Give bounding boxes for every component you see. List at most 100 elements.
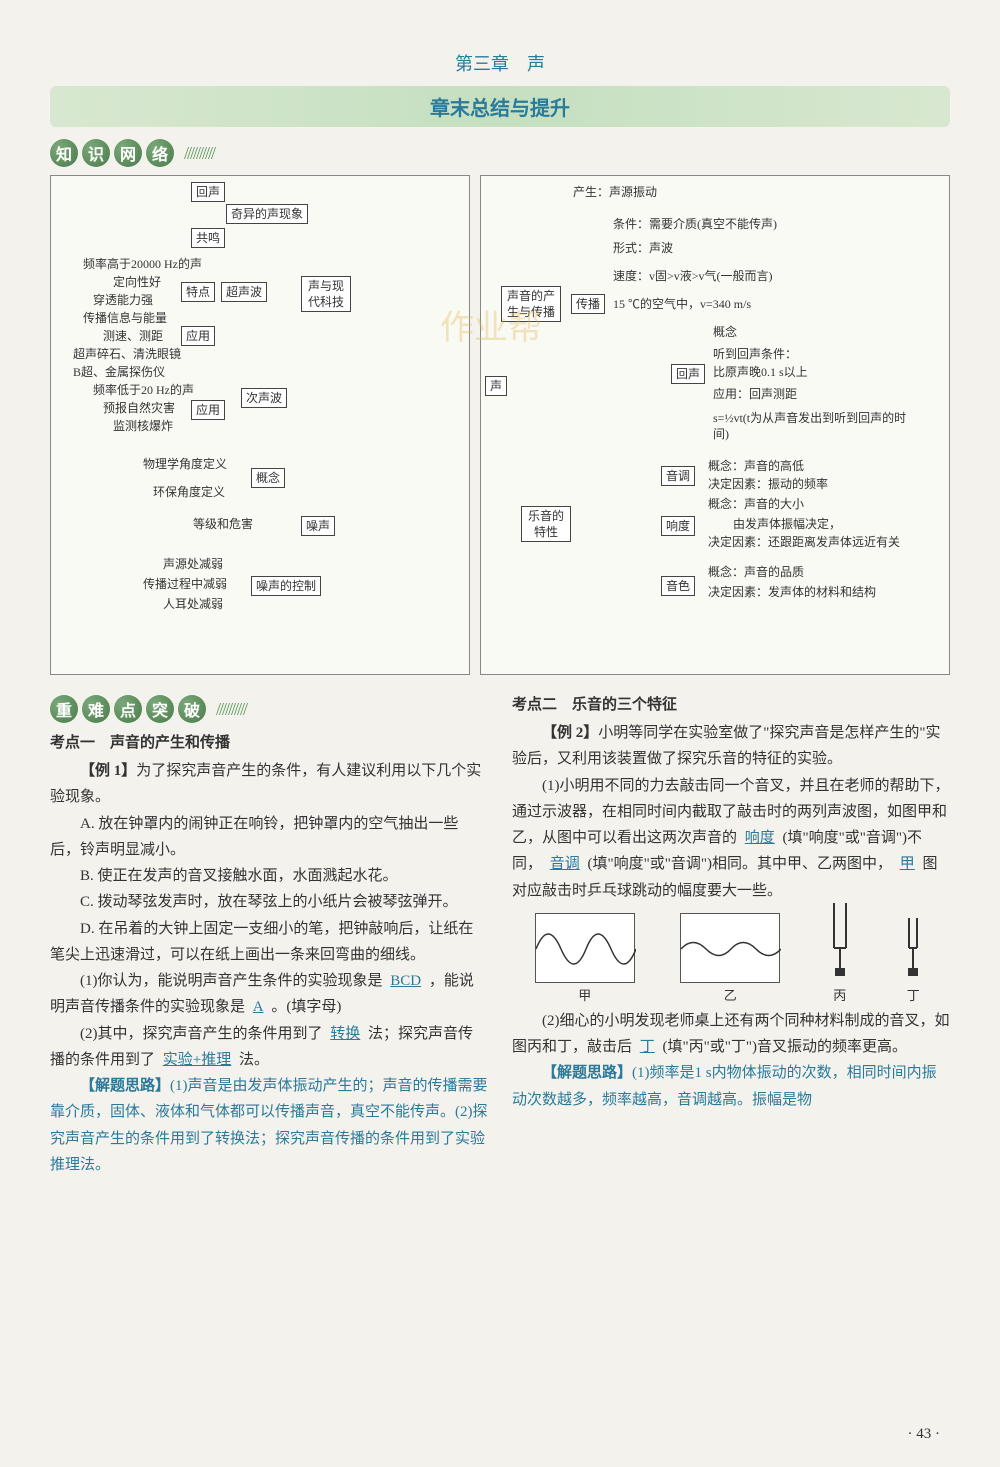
- wave-label-jia: 甲: [535, 985, 635, 1004]
- chapter-title: 章末总结与提升: [50, 86, 950, 127]
- example-1-label: 【例 1】: [80, 763, 136, 779]
- node-hsg: 概念: [711, 324, 739, 340]
- question-2: (2)其中，探究声音产生的条件用到了 转换 法；探究声音传播的条件用到了 实验+…: [50, 1021, 488, 1074]
- node-gn: 概念: [251, 468, 285, 488]
- node-ctnl: 穿透能力强: [91, 292, 155, 308]
- node-recjr: 人耳处减弱: [161, 596, 225, 612]
- option-b: B. 使正在发声的音叉接触水面，水面溅起水花。: [50, 863, 488, 889]
- hatching-icon: //////////: [216, 699, 246, 720]
- q2-pre: (2)其中，探究声音产生的条件用到了: [80, 1026, 323, 1042]
- node-hsyy: 应用：回声测距: [711, 386, 799, 402]
- node-yy1: 应用: [181, 326, 215, 346]
- hatching-icon: //////////: [184, 143, 214, 164]
- wave-label-yi: 乙: [680, 985, 780, 1004]
- node-ys: 音色: [661, 576, 695, 596]
- node-sxdkj: 声与现代科技: [301, 276, 351, 312]
- node-ysjd: 决定因素：发声体的材料和结构: [706, 584, 878, 600]
- node-ccb: 次声波: [241, 388, 287, 408]
- option-d: D. 在吊着的大钟上固定一支细小的笔，把钟敲响后，让纸在笔尖上迅速滑过，可以在纸…: [50, 916, 488, 969]
- wave-label-bing: 丙: [826, 985, 854, 1004]
- solution-2: 【解题思路】(1)频率是1 s内物体振动的次数，相同时间内振动次数越多，频率越高…: [512, 1060, 950, 1113]
- node-hst: 听到回声条件：: [711, 346, 799, 362]
- node-xd: 响度: [661, 516, 695, 536]
- node-xdjd2: 决定因素：还跟距离发声体远近有关: [706, 534, 902, 550]
- p2-post: (填"丙"或"丁")音叉振动的频率更高。: [663, 1039, 907, 1055]
- node-xdgn: 概念：声音的大小: [706, 496, 806, 512]
- node-jchbz: 监测核爆炸: [111, 418, 175, 434]
- q2-post: 法。: [239, 1052, 269, 1068]
- node-yytx: 乐音的特性: [521, 506, 571, 542]
- wave-jia-svg: [536, 914, 636, 984]
- right-column: 考点二 乐音的三个特征 【例 2】小明等同学在实验室做了"探究声音是怎样产生的"…: [512, 687, 950, 1178]
- node-echo: 回声: [191, 182, 225, 202]
- page-number: · 43 ·: [908, 1426, 941, 1443]
- node-cbgcjr: 传播过程中减弱: [141, 576, 229, 592]
- wave-label-ding: 丁: [899, 985, 927, 1004]
- p2-answer: 丁: [636, 1039, 659, 1055]
- node-djhwh: 等级和危害: [191, 516, 255, 532]
- right-concept-diagram: 产生：声源振动 条件：需要介质(真空不能传声) 形式：声波 速度：v固>v液>v…: [480, 175, 950, 675]
- node-svt: s=½vt(t为从声音发出到听到回声的时间): [711, 410, 911, 442]
- topic-2-title: 考点二 乐音的三个特征: [512, 693, 950, 714]
- option-a: A. 放在钟罩内的闹钟正在响铃，把钟罩内的空气抽出一些后，铃声明显减小。: [50, 811, 488, 864]
- q2-answer-1: 转换: [326, 1026, 364, 1042]
- solution-1: 【解题思路】(1)声音是由发声体振动产生的；声音的传播需要靠介质，固体、液体和气…: [50, 1073, 488, 1178]
- example-2-p2: (2)细心的小明发现老师桌上还有两个同种材料制成的音叉，如图丙和丁，敲击后 丁 …: [512, 1008, 950, 1061]
- node-ysgn: 概念：声音的品质: [706, 564, 806, 580]
- question-1: (1)你认为，能说明声音产生条件的实验现象是 BCD ，能说明声音传播条件的实验…: [50, 968, 488, 1021]
- node-td: 特点: [181, 282, 215, 302]
- q2-answer-2: 实验+推理: [159, 1052, 235, 1068]
- node-cb: 传播: [571, 294, 605, 314]
- node-hbjd: 环保角度定义: [151, 484, 227, 500]
- node-gongming: 共鸣: [191, 228, 225, 248]
- solution-1-label: 【解题思路】: [80, 1078, 170, 1094]
- solution-2-label: 【解题思路】: [542, 1065, 632, 1081]
- option-c: C. 拨动琴弦发声时，放在琴弦上的小纸片会被琴弦弹开。: [50, 889, 488, 915]
- fork-ding-container: 丁: [899, 898, 927, 1004]
- badge-char: 破: [178, 695, 206, 723]
- node-cbxy: 传播信息与能量: [81, 310, 169, 326]
- left-concept-diagram: 回声 奇异的声现象 共鸣 频率高于20000 Hz的声 定向性好 穿透能力强 特…: [50, 175, 470, 675]
- p1-answer-2: 音调: [546, 856, 584, 872]
- badge-char: 知: [50, 139, 78, 167]
- node-qiyi: 奇异的声现象: [226, 204, 308, 224]
- badge-char: 识: [82, 139, 110, 167]
- badge-char: 点: [114, 695, 142, 723]
- node-xs: 形式：声波: [611, 240, 675, 256]
- node-yy2: 应用: [191, 400, 225, 420]
- fork-bing-container: 丙: [826, 898, 854, 1004]
- example-2-label: 【例 2】: [542, 725, 598, 741]
- example-1-intro: 【例 1】为了探究声音产生的条件，有人建议利用以下几个实验现象。: [50, 758, 488, 811]
- node-yd: 音调: [661, 466, 695, 486]
- node-dxh: 定向性好: [111, 274, 163, 290]
- wave-jia: [535, 913, 635, 983]
- p1-mid2: (填"响度"或"音调")相同。其中甲、乙两图中，: [588, 856, 892, 872]
- badge-char: 难: [82, 695, 110, 723]
- badge-char: 重: [50, 695, 78, 723]
- badge-char: 络: [146, 139, 174, 167]
- node-ydgn: 概念：声音的高低: [706, 458, 806, 474]
- wave-yi-container: 乙: [680, 913, 780, 1004]
- left-column: 重 难 点 突 破 ////////// 考点一 声音的产生和传播 【例 1】为…: [50, 687, 488, 1178]
- node-ybzr: 预报自然灾害: [101, 400, 177, 416]
- node-ydjd: 决定因素：振动的频率: [706, 476, 830, 492]
- badge-char: 网: [114, 139, 142, 167]
- node-zs: 噪声: [301, 516, 335, 536]
- p1-answer-1: 响度: [741, 830, 779, 846]
- node-bchao: B超、金属探伤仪: [71, 364, 167, 380]
- q1-answer-1: BCD: [386, 973, 425, 989]
- badge-char: 突: [146, 695, 174, 723]
- p1-answer-3: 甲: [896, 856, 919, 872]
- node-cscl: 测速、测距: [101, 328, 165, 344]
- node-freq-low: 频率低于20 Hz的声: [91, 382, 196, 398]
- node-sd: 速度：v固>v液>v气(一般而言): [611, 268, 775, 284]
- node-tj: 条件：需要介质(真空不能传声): [611, 216, 779, 232]
- node-sycjr: 声源处减弱: [161, 556, 225, 572]
- node-freq-high: 频率高于20000 Hz的声: [81, 256, 204, 272]
- q1-post: 。(填字母): [271, 999, 341, 1015]
- node-csb: 超声波: [221, 282, 267, 302]
- chapter-header: 第三章 声: [50, 50, 950, 76]
- example-2-intro: 【例 2】小明等同学在实验室做了"探究声音是怎样产生的"实验后，又利用该装置做了…: [512, 720, 950, 773]
- section-badge-knowledge: 知 识 网 络 //////////: [50, 139, 950, 167]
- node-hs: 回声: [671, 364, 705, 384]
